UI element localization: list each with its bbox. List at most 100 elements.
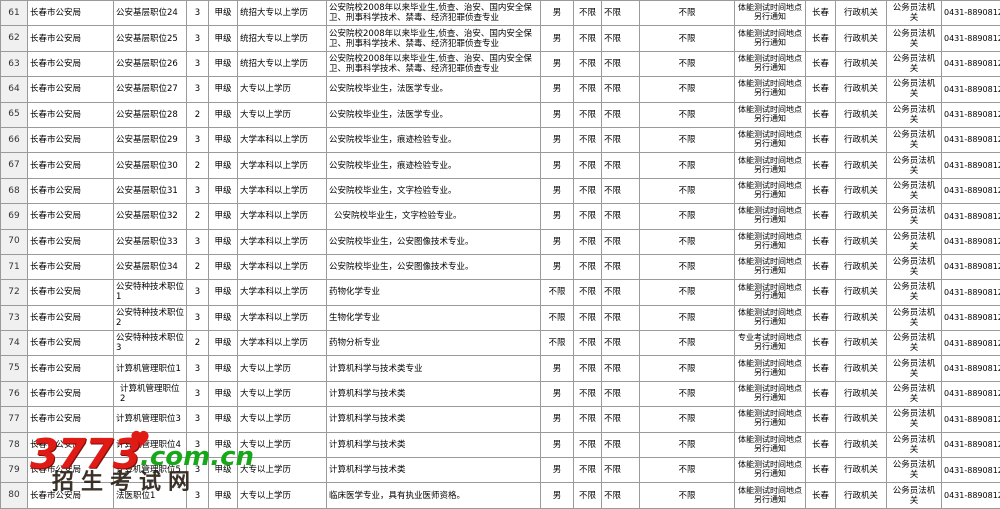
post-name-cell: 公安基层职位30	[114, 153, 187, 178]
post-level-cell: 甲级	[209, 254, 238, 279]
row-number-cell: 73	[1, 305, 28, 330]
org-type-cell: 行政机关	[836, 280, 887, 305]
gender-cell: 男	[541, 204, 574, 229]
row-number-cell: 61	[1, 1, 28, 26]
test-note-cell: 体能测试时间地点另行通知	[735, 407, 806, 432]
agency-cell: 长春市公安局	[28, 407, 114, 432]
political-status-cell: 不限	[602, 26, 640, 51]
test-note-cell: 体能测试时间地点另行通知	[735, 356, 806, 381]
post-name-cell: 公安基层职位24	[114, 1, 187, 26]
org-type-cell: 行政机关	[836, 26, 887, 51]
post-level-cell: 甲级	[209, 51, 238, 76]
agency-cell: 长春市公安局	[28, 458, 114, 483]
education-cell: 大学本科以上学历	[238, 331, 327, 356]
test-note-cell: 体能测试时间地点另行通知	[735, 381, 806, 406]
test-note-cell: 体能测试时间地点另行通知	[735, 102, 806, 127]
requirement-cell: 公安院校毕业生，法医学专业。	[327, 102, 541, 127]
row-number-cell: 69	[1, 204, 28, 229]
headcount-cell: 3	[187, 381, 209, 406]
education-cell: 统招大专以上学历	[238, 1, 327, 26]
headcount-cell: 3	[187, 280, 209, 305]
post-name-cell: 计算机管理职位5	[114, 458, 187, 483]
test-note-cell: 体能测试时间地点另行通知	[735, 77, 806, 102]
post-level-cell: 甲级	[209, 127, 238, 152]
org-category-cell: 公务员法机关	[887, 305, 942, 330]
org-category-cell: 公务员法机关	[887, 407, 942, 432]
contact-phone-cell: 0431-88908129	[942, 51, 1000, 76]
row-number-cell: 66	[1, 127, 28, 152]
org-type-cell: 行政机关	[836, 331, 887, 356]
org-category-cell: 公务员法机关	[887, 178, 942, 203]
row-number-cell: 63	[1, 51, 28, 76]
gender-cell: 男	[541, 432, 574, 457]
work-location-cell: 长春	[806, 102, 836, 127]
age-cell: 不限	[574, 280, 602, 305]
post-level-cell: 甲级	[209, 229, 238, 254]
row-number-cell: 68	[1, 178, 28, 203]
age-cell: 不限	[574, 77, 602, 102]
other-condition-cell: 不限	[640, 305, 735, 330]
political-status-cell: 不限	[602, 458, 640, 483]
headcount-cell: 3	[187, 51, 209, 76]
agency-cell: 长春市公安局	[28, 331, 114, 356]
post-level-cell: 甲级	[209, 204, 238, 229]
contact-phone-cell: 0431-88908129	[942, 229, 1000, 254]
other-condition-cell: 不限	[640, 254, 735, 279]
post-name-cell: 公安基层职位27	[114, 77, 187, 102]
org-type-cell: 行政机关	[836, 407, 887, 432]
agency-cell: 长春市公安局	[28, 229, 114, 254]
agency-cell: 长春市公安局	[28, 102, 114, 127]
headcount-cell: 2	[187, 204, 209, 229]
work-location-cell: 长春	[806, 432, 836, 457]
agency-cell: 长春市公安局	[28, 381, 114, 406]
requirement-cell: 公安院校毕业生，文字检验专业。	[327, 178, 541, 203]
work-location-cell: 长春	[806, 331, 836, 356]
age-cell: 不限	[574, 381, 602, 406]
post-level-cell: 甲级	[209, 356, 238, 381]
headcount-cell: 3	[187, 458, 209, 483]
org-category-cell: 公务员法机关	[887, 26, 942, 51]
education-cell: 大学本科以上学历	[238, 127, 327, 152]
row-number-cell: 76	[1, 381, 28, 406]
requirement-cell: 生物化学专业	[327, 305, 541, 330]
org-category-cell: 公务员法机关	[887, 1, 942, 26]
contact-phone-cell: 0431-88908129	[942, 381, 1000, 406]
post-level-cell: 甲级	[209, 153, 238, 178]
row-number-cell: 77	[1, 407, 28, 432]
post-level-cell: 甲级	[209, 178, 238, 203]
org-type-cell: 行政机关	[836, 432, 887, 457]
headcount-cell: 2	[187, 331, 209, 356]
other-condition-cell: 不限	[640, 432, 735, 457]
contact-phone-cell: 0431-88908129	[942, 331, 1000, 356]
org-type-cell: 行政机关	[836, 458, 887, 483]
post-name-cell: 公安基层职位29	[114, 127, 187, 152]
education-cell: 大专以上学历	[238, 381, 327, 406]
org-type-cell: 行政机关	[836, 102, 887, 127]
contact-phone-cell: 0431-88908129	[942, 178, 1000, 203]
contact-phone-cell: 0431-88908129	[942, 407, 1000, 432]
requirement-cell: 药物分析专业	[327, 331, 541, 356]
post-name-cell: 计算机管理职位1	[114, 356, 187, 381]
post-level-cell: 甲级	[209, 407, 238, 432]
org-category-cell: 公务员法机关	[887, 51, 942, 76]
